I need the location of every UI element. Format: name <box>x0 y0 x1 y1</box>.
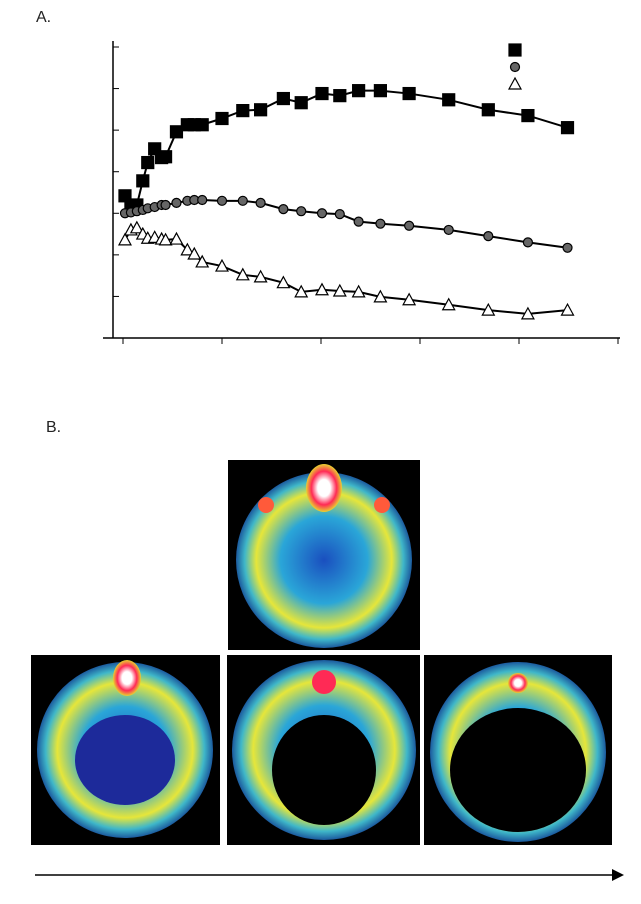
point <box>129 220 144 234</box>
point <box>316 208 328 219</box>
panel-label: A. <box>36 9 51 26</box>
legend-marker <box>508 43 522 57</box>
point <box>560 121 575 135</box>
point <box>169 125 184 139</box>
panel-label: B. <box>46 419 61 436</box>
point <box>187 246 202 260</box>
point <box>375 218 386 229</box>
point <box>171 197 182 208</box>
point <box>294 284 309 298</box>
series-line <box>124 198 568 249</box>
time-arrow <box>35 869 624 881</box>
point <box>214 258 230 272</box>
point <box>158 232 173 246</box>
point <box>117 232 132 246</box>
point <box>215 111 229 126</box>
point <box>236 104 250 118</box>
point <box>443 224 454 236</box>
point <box>442 93 456 107</box>
point <box>332 283 347 297</box>
point <box>195 118 209 132</box>
legend-marker <box>507 76 523 90</box>
point <box>255 197 266 208</box>
point <box>522 237 534 248</box>
point <box>276 91 290 106</box>
point <box>481 302 496 316</box>
point <box>180 242 195 256</box>
scan-bottom-left <box>31 655 220 845</box>
point <box>276 275 291 289</box>
point <box>481 103 495 117</box>
point <box>521 108 535 123</box>
point <box>141 155 155 170</box>
point <box>315 86 329 101</box>
point <box>158 150 173 164</box>
point <box>441 297 456 311</box>
point <box>353 216 364 227</box>
point <box>253 269 268 283</box>
point <box>136 174 150 188</box>
point <box>333 89 347 103</box>
point <box>352 84 366 98</box>
point <box>254 103 268 117</box>
point <box>560 302 575 316</box>
series-line <box>124 89 568 207</box>
point <box>404 220 415 231</box>
point <box>520 306 535 320</box>
point <box>334 209 345 220</box>
point <box>216 195 228 206</box>
point <box>195 254 210 268</box>
scan-images <box>31 460 612 845</box>
point <box>296 206 307 217</box>
point <box>294 96 308 110</box>
point <box>373 84 387 98</box>
point <box>402 292 417 306</box>
point <box>314 282 330 296</box>
point <box>169 231 184 245</box>
point <box>402 86 416 101</box>
point <box>278 204 289 215</box>
series-line <box>124 226 568 315</box>
chart <box>103 41 620 344</box>
point <box>197 194 208 206</box>
point <box>373 289 388 303</box>
scan-top <box>228 460 420 650</box>
point <box>351 284 366 298</box>
point <box>235 267 250 281</box>
point <box>237 195 248 206</box>
point <box>562 242 573 253</box>
legend-marker <box>509 61 521 73</box>
point <box>160 199 171 211</box>
scan-bottom-middle <box>227 655 420 845</box>
point <box>483 231 494 242</box>
scan-bottom-right <box>424 655 612 845</box>
